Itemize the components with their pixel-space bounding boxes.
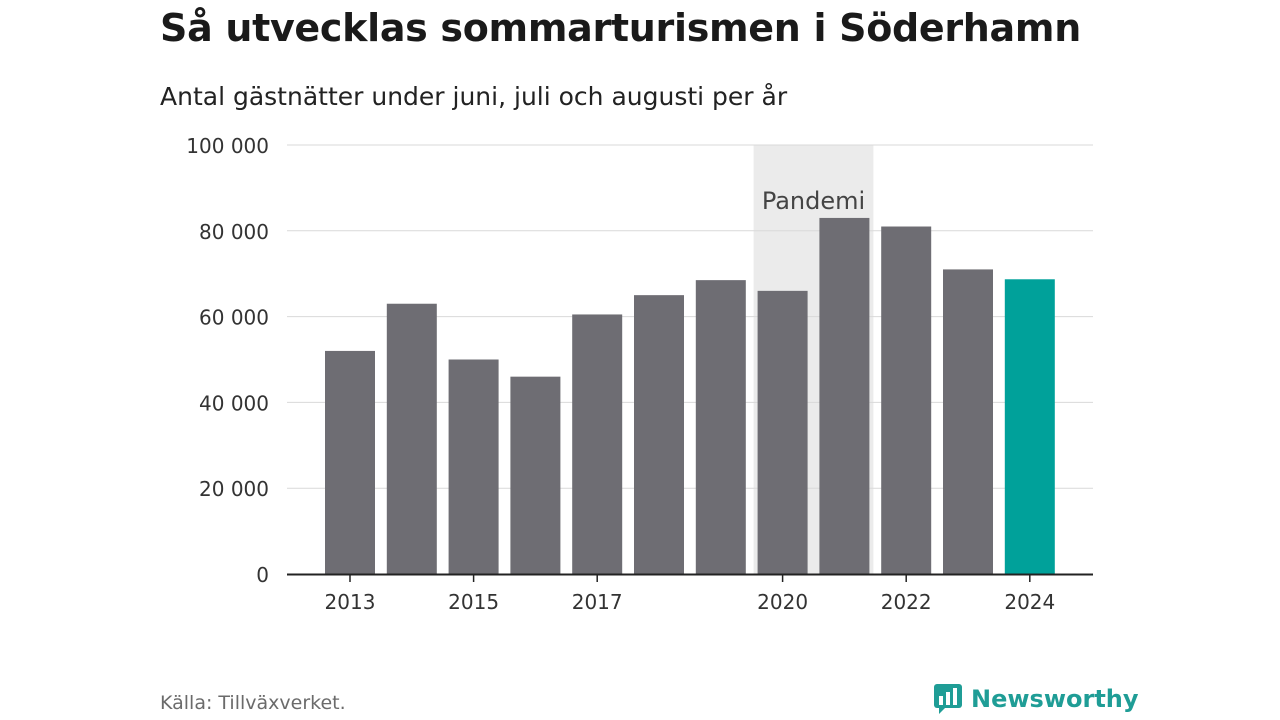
bar bbox=[386, 303, 437, 574]
y-tick-label: 40 000 bbox=[199, 391, 269, 415]
x-tick-label: 2024 bbox=[1004, 590, 1055, 614]
x-tick-label: 2015 bbox=[448, 590, 499, 614]
y-tick-label: 0 bbox=[256, 563, 269, 587]
bar bbox=[510, 376, 561, 574]
chart-title: Så utvecklas sommarturismen i Söderhamn bbox=[160, 6, 1081, 50]
newsworthy-logo-icon bbox=[934, 684, 962, 714]
source-note: Källa: Tillväxverket. bbox=[160, 692, 346, 714]
bar bbox=[448, 359, 499, 574]
chart-subtitle: Antal gästnätter under juni, juli och au… bbox=[160, 82, 788, 111]
brand-name: Newsworthy bbox=[971, 685, 1139, 713]
bar bbox=[757, 290, 808, 574]
x-tick-label: 2020 bbox=[757, 590, 808, 614]
brand-logo: Newsworthy bbox=[933, 683, 1139, 715]
pandemic-label: Pandemi bbox=[762, 187, 865, 215]
bar bbox=[634, 295, 684, 574]
x-tick-label: 2013 bbox=[325, 590, 376, 614]
bar-highlight bbox=[1004, 279, 1055, 574]
bar bbox=[572, 314, 623, 574]
bar bbox=[819, 217, 870, 574]
y-tick-label: 100 000 bbox=[186, 134, 269, 158]
bar bbox=[695, 280, 746, 574]
bar bbox=[325, 350, 375, 574]
y-tick-label: 80 000 bbox=[199, 220, 269, 244]
bar bbox=[943, 269, 993, 574]
x-tick-label: 2022 bbox=[881, 590, 932, 614]
y-tick-label: 20 000 bbox=[199, 477, 269, 501]
x-tick-label: 2017 bbox=[572, 590, 623, 614]
bar bbox=[881, 226, 932, 574]
y-tick-label: 60 000 bbox=[199, 306, 269, 330]
